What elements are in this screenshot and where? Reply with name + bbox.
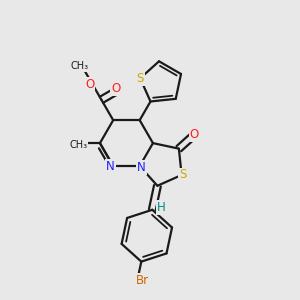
Text: CH₃: CH₃ [71,61,89,71]
Text: O: O [85,78,94,91]
Text: O: O [190,128,199,141]
Text: CH₃: CH₃ [69,140,87,150]
Text: N: N [106,160,115,172]
Text: S: S [179,169,186,182]
Text: Br: Br [136,274,149,287]
Text: H: H [157,201,166,214]
Text: S: S [136,72,144,85]
Text: O: O [111,82,120,95]
Text: N: N [137,160,146,174]
